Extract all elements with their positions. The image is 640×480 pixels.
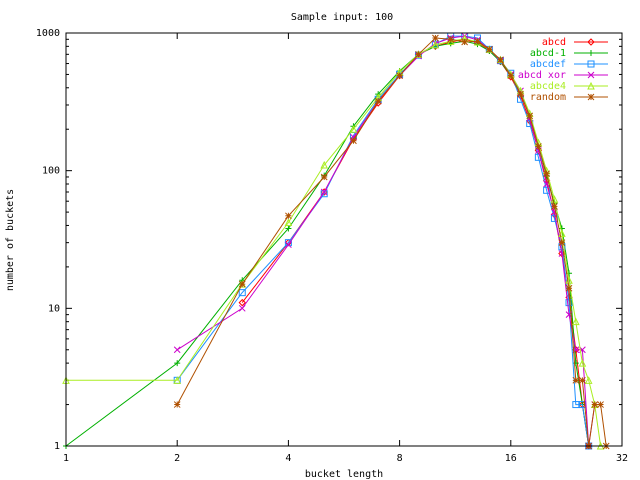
legend-label: abcd xor: [518, 70, 566, 81]
data-point: [572, 401, 580, 409]
series-line: [176, 37, 607, 447]
data-point: [565, 284, 573, 292]
data-point: [558, 239, 566, 247]
data-point: [285, 225, 292, 232]
data-point: [579, 376, 586, 384]
data-point: [173, 376, 182, 384]
data-point: [374, 97, 382, 105]
data-point: [578, 401, 586, 409]
data-point: [320, 190, 328, 198]
data-point: [591, 401, 599, 408]
x-tick-label: 8: [397, 453, 403, 464]
data-point: [396, 72, 403, 80]
legend-item: abcd: [542, 37, 608, 48]
series-group: [62, 32, 610, 450]
data-point: [578, 358, 587, 367]
data-point: [350, 137, 357, 145]
data-point: [461, 38, 469, 46]
data-point: [173, 346, 181, 354]
x-tick-label: 32: [616, 453, 628, 464]
data-point: [284, 218, 293, 227]
x-tick-label: 16: [505, 453, 517, 464]
legend-label: random: [530, 92, 566, 103]
data-point: [597, 401, 604, 408]
x-tick-label: 1: [63, 453, 69, 464]
series-random: [173, 34, 610, 450]
data-point: [349, 125, 358, 133]
legend-item: abcd-1: [530, 48, 608, 59]
data-point: [415, 50, 422, 58]
data-point: [565, 299, 573, 307]
data-point: [587, 71, 595, 79]
y-tick-label: 100: [42, 166, 60, 177]
data-point: [320, 188, 328, 196]
data-point: [486, 46, 493, 53]
chart-title: Sample input: 100: [291, 12, 393, 23]
series-line: [65, 40, 590, 447]
data-point: [238, 289, 246, 297]
data-point: [535, 143, 542, 150]
data-point: [474, 37, 481, 45]
data-point: [285, 241, 292, 249]
data-point: [572, 317, 580, 326]
y-tick-label: 1000: [36, 28, 60, 39]
data-point: [584, 376, 593, 384]
data-point: [238, 304, 246, 312]
data-point: [238, 280, 246, 288]
data-point: [517, 90, 524, 98]
axes: 1 2 4 8 16 32 1 10 100 1000: [36, 28, 628, 464]
data-point: [587, 38, 595, 46]
data-point: [320, 173, 328, 181]
data-point: [587, 81, 595, 90]
data-point: [543, 186, 551, 194]
data-point: [284, 239, 292, 247]
legend-item: abcdef: [530, 59, 608, 70]
data-point: [432, 34, 439, 42]
data-point: [497, 56, 504, 64]
legend-label: abcde4: [530, 81, 566, 92]
data-point: [543, 170, 550, 178]
data-point: [572, 360, 579, 367]
data-point: [572, 376, 580, 384]
data-point: [550, 214, 558, 222]
y-tick-label: 10: [48, 303, 60, 314]
data-point: [320, 160, 329, 169]
x-tick-label: 2: [174, 453, 180, 464]
data-point: [507, 72, 515, 80]
data-point: [238, 298, 246, 307]
data-point: [285, 212, 292, 220]
data-point: [173, 401, 181, 408]
data-point: [174, 360, 181, 367]
x-axis-label: bucket length: [305, 469, 383, 480]
data-point: [551, 203, 558, 210]
legend-item: random: [530, 92, 608, 103]
data-point: [587, 60, 595, 68]
legend-label: abcdef: [530, 59, 566, 70]
legend-label: abcd: [542, 37, 566, 48]
y-tick-label: 1: [54, 441, 60, 452]
data-point: [447, 35, 455, 43]
legend-label: abcd-1: [530, 48, 566, 59]
data-point: [588, 50, 594, 56]
data-point: [526, 112, 534, 120]
legend-item: abcde4: [530, 81, 608, 92]
data-point: [587, 93, 595, 101]
plot-frame: [65, 32, 623, 447]
x-tick-label: 4: [285, 453, 291, 464]
data-point: [431, 40, 440, 49]
y-axis-label: number of buckets: [5, 189, 16, 291]
legend-item: abcd xor: [518, 70, 608, 81]
